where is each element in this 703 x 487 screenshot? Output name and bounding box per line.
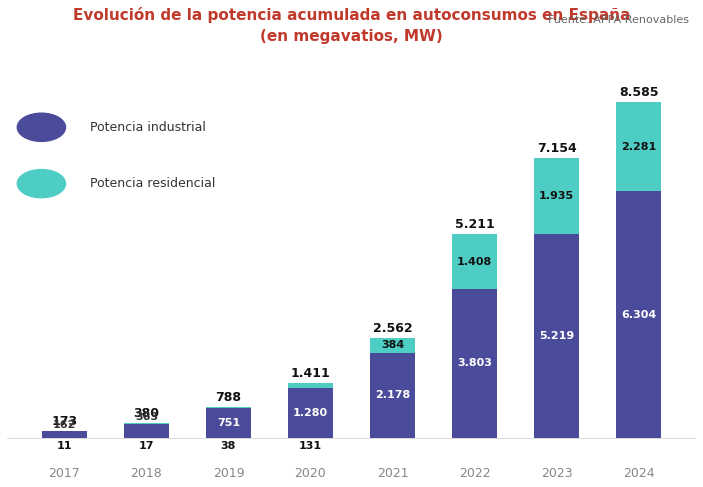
Circle shape (18, 113, 65, 141)
Text: 162: 162 (53, 420, 76, 431)
Text: 6.304: 6.304 (621, 310, 657, 319)
Bar (616, 102, 662, 191)
Bar (616, 191, 662, 438)
Circle shape (18, 169, 65, 198)
Text: 2.178: 2.178 (375, 390, 410, 400)
Text: 1.280: 1.280 (293, 408, 328, 418)
Text: 173: 173 (51, 415, 77, 428)
Text: 384: 384 (381, 340, 404, 350)
Bar (534, 158, 579, 234)
Text: 363: 363 (135, 412, 158, 422)
Text: 2.562: 2.562 (373, 321, 413, 335)
Text: 11: 11 (57, 441, 72, 450)
Text: 5.211: 5.211 (455, 218, 494, 231)
Bar (41, 431, 87, 438)
Text: 8.585: 8.585 (619, 86, 659, 99)
Text: 1.935: 1.935 (539, 191, 574, 201)
Text: 5.219: 5.219 (539, 331, 574, 341)
Text: 7.154: 7.154 (536, 142, 576, 155)
Text: Potencia residencial: Potencia residencial (90, 177, 215, 190)
Text: 17: 17 (138, 441, 154, 450)
Text: 3.803: 3.803 (457, 358, 492, 369)
Bar (206, 407, 251, 409)
Text: 1.411: 1.411 (290, 367, 330, 379)
Text: 380: 380 (134, 407, 160, 420)
Bar (288, 383, 333, 388)
Text: 38: 38 (221, 441, 236, 450)
Text: 2.281: 2.281 (621, 142, 657, 152)
Bar (452, 289, 497, 438)
Bar (370, 337, 415, 353)
Text: Fuente: APPA Renovables: Fuente: APPA Renovables (548, 15, 689, 25)
Bar (370, 353, 415, 438)
Bar (124, 424, 169, 438)
Bar (124, 423, 169, 424)
Bar (452, 234, 497, 289)
Bar (288, 388, 333, 438)
Bar (206, 409, 251, 438)
Text: 788: 788 (215, 391, 241, 404)
Bar (534, 234, 579, 438)
Text: Potencia industrial: Potencia industrial (90, 121, 205, 134)
Text: 1.408: 1.408 (457, 257, 492, 267)
Title: Evolución de la potencia acumulada en autoconsumos en España
(en megavatios, MW): Evolución de la potencia acumulada en au… (72, 7, 631, 44)
Text: 751: 751 (217, 418, 240, 428)
Text: 131: 131 (299, 441, 322, 450)
